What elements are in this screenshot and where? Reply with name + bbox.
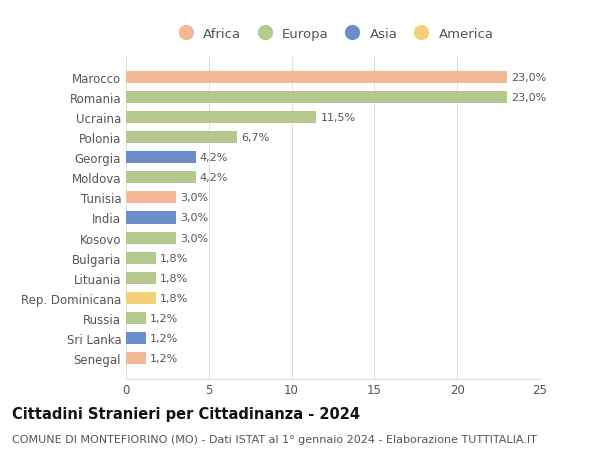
Text: 4,2%: 4,2% (200, 153, 228, 163)
Bar (126, 212, 176, 224)
Text: 1,8%: 1,8% (160, 273, 188, 283)
Bar (126, 192, 176, 204)
Bar (126, 332, 146, 344)
Bar (126, 112, 316, 124)
Bar (126, 172, 196, 184)
Text: 23,0%: 23,0% (511, 93, 546, 103)
Bar (126, 292, 156, 304)
Text: 6,7%: 6,7% (241, 133, 269, 143)
Text: 23,0%: 23,0% (511, 73, 546, 83)
Bar (126, 72, 507, 84)
Text: 1,8%: 1,8% (160, 253, 188, 263)
Bar (126, 132, 237, 144)
Bar (126, 252, 156, 264)
Bar (126, 152, 196, 164)
Text: COMUNE DI MONTEFIORINO (MO) - Dati ISTAT al 1° gennaio 2024 - Elaborazione TUTTI: COMUNE DI MONTEFIORINO (MO) - Dati ISTAT… (12, 434, 537, 444)
Text: 4,2%: 4,2% (200, 173, 228, 183)
Text: 1,8%: 1,8% (160, 293, 188, 303)
Bar (126, 232, 176, 244)
Bar (126, 352, 146, 364)
Text: 1,2%: 1,2% (150, 333, 178, 343)
Text: 1,2%: 1,2% (150, 313, 178, 323)
Text: 3,0%: 3,0% (180, 233, 208, 243)
Bar (126, 272, 156, 284)
Legend: Africa, Europa, Asia, America: Africa, Europa, Asia, America (170, 25, 496, 44)
Text: Cittadini Stranieri per Cittadinanza - 2024: Cittadini Stranieri per Cittadinanza - 2… (12, 406, 360, 421)
Text: 3,0%: 3,0% (180, 213, 208, 223)
Text: 1,2%: 1,2% (150, 353, 178, 363)
Bar (126, 92, 507, 104)
Bar (126, 312, 146, 324)
Text: 11,5%: 11,5% (320, 113, 356, 123)
Text: 3,0%: 3,0% (180, 193, 208, 203)
